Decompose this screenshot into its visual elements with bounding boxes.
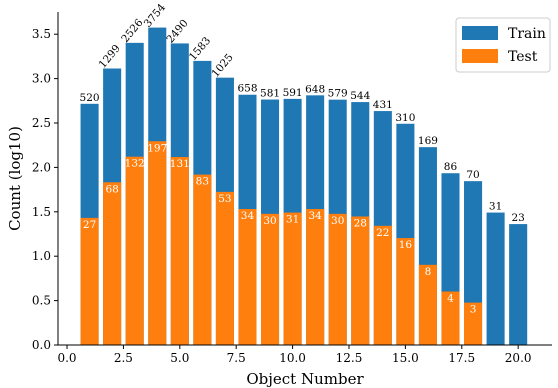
test-bar-label: 68 — [105, 183, 118, 195]
test-bar — [103, 182, 122, 345]
test-bar-label: 31 — [286, 214, 299, 226]
train-bar-label: 544 — [350, 90, 370, 102]
train-bar — [486, 212, 505, 345]
test-bar — [351, 216, 370, 345]
train-bar-label: 3754 — [142, 1, 169, 29]
x-tick-label: 10.0 — [279, 351, 306, 365]
x-tick-label: 17.5 — [448, 351, 475, 365]
test-bar — [418, 264, 437, 345]
test-bar-label: 27 — [83, 219, 96, 231]
train-bar-label: 70 — [466, 169, 479, 181]
test-bar — [193, 174, 212, 345]
train-bar-label: 2490 — [164, 17, 190, 45]
train-bar-label: 431 — [373, 99, 393, 111]
test-bar-label: 132 — [125, 158, 145, 170]
train-bar-label: 1583 — [187, 35, 213, 63]
test-bar — [148, 141, 167, 345]
train-bar-label: 591 — [283, 87, 303, 99]
x-tick-label: 0.0 — [57, 351, 76, 365]
y-tick-label: 2.0 — [32, 160, 51, 174]
test-bar-label: 4 — [447, 293, 454, 305]
train-bar-label: 579 — [328, 88, 348, 100]
x-tick-label: 15.0 — [392, 351, 419, 365]
test-bar — [283, 212, 302, 345]
test-bar — [238, 209, 257, 345]
train-bar-label: 23 — [511, 212, 524, 224]
train-bar-label: 1299 — [97, 42, 123, 70]
y-axis-ticks: 0.0 0.5 1.0 1.5 2.0 2.5 3.0 3.5 — [32, 27, 58, 352]
axes — [57, 12, 552, 346]
test-bar — [396, 238, 415, 345]
y-tick-label: 3.5 — [32, 27, 51, 41]
test-bars — [80, 141, 483, 345]
y-tick-label: 0.0 — [32, 338, 51, 352]
x-axis-ticks: 0.0 2.5 5.0 7.5 10.0 12.5 15.0 17.5 20.0 — [57, 345, 532, 365]
x-axis-label: Object Number — [246, 370, 364, 388]
test-bar-label: 30 — [331, 215, 344, 227]
y-tick-label: 2.5 — [32, 116, 51, 130]
legend-label-train: Train — [508, 26, 546, 42]
train-bar-label: 86 — [444, 161, 458, 173]
x-tick-label: 20.0 — [505, 351, 532, 365]
test-bar-label: 8 — [425, 266, 432, 278]
test-bar — [373, 225, 392, 345]
train-bar-label: 1025 — [209, 52, 235, 80]
test-bar — [306, 209, 325, 345]
test-bar-label: 53 — [218, 193, 231, 205]
x-tick-label: 5.0 — [170, 351, 189, 365]
test-bar-label: 197 — [147, 142, 167, 154]
test-bar — [215, 191, 234, 345]
y-tick-label: 3.0 — [32, 72, 51, 86]
train-bars — [80, 27, 528, 346]
test-bar-label: 1 — [492, 346, 499, 358]
test-bar — [441, 291, 460, 345]
test-bar-label: 16 — [399, 239, 413, 251]
test-bar — [261, 213, 280, 345]
y-tick-label: 1.0 — [32, 249, 51, 263]
train-bar-label: 581 — [260, 88, 280, 100]
test-bar-label: 34 — [241, 210, 255, 222]
test-bar-label: 22 — [376, 227, 389, 239]
test-bar-label: 34 — [308, 210, 322, 222]
test-bar — [125, 156, 144, 345]
train-bar-label: 648 — [305, 83, 325, 95]
train-bar-label: 520 — [80, 92, 100, 104]
train-bar-label: 658 — [237, 83, 257, 95]
test-bar-label: 3 — [470, 304, 477, 316]
y-tick-label: 0.5 — [32, 294, 51, 308]
train-bar-label: 31 — [489, 201, 502, 213]
y-tick-label: 1.5 — [32, 205, 51, 219]
train-bar-label: 310 — [395, 112, 415, 124]
x-tick-label: 12.5 — [336, 351, 363, 365]
legend-label-test: Test — [508, 49, 538, 65]
test-bar-label: 83 — [196, 176, 209, 188]
test-bar — [170, 156, 189, 345]
legend-swatch-test — [462, 49, 498, 63]
legend-swatch-train — [462, 26, 498, 40]
test-bar — [328, 213, 347, 345]
test-bar — [80, 217, 99, 345]
train-bar-label: 169 — [418, 135, 438, 147]
test-bar-label: 28 — [354, 217, 367, 229]
test-bar-label: 1 — [515, 346, 522, 358]
x-tick-label: 7.5 — [227, 351, 246, 365]
test-bar — [464, 302, 483, 345]
y-axis-label: Count (log10) — [6, 126, 24, 231]
train-bar — [509, 224, 528, 345]
test-bar-label: 131 — [170, 158, 190, 170]
test-bar-label: 30 — [263, 215, 276, 227]
legend: Train Test — [455, 17, 551, 73]
x-tick-label: 2.5 — [114, 351, 133, 365]
